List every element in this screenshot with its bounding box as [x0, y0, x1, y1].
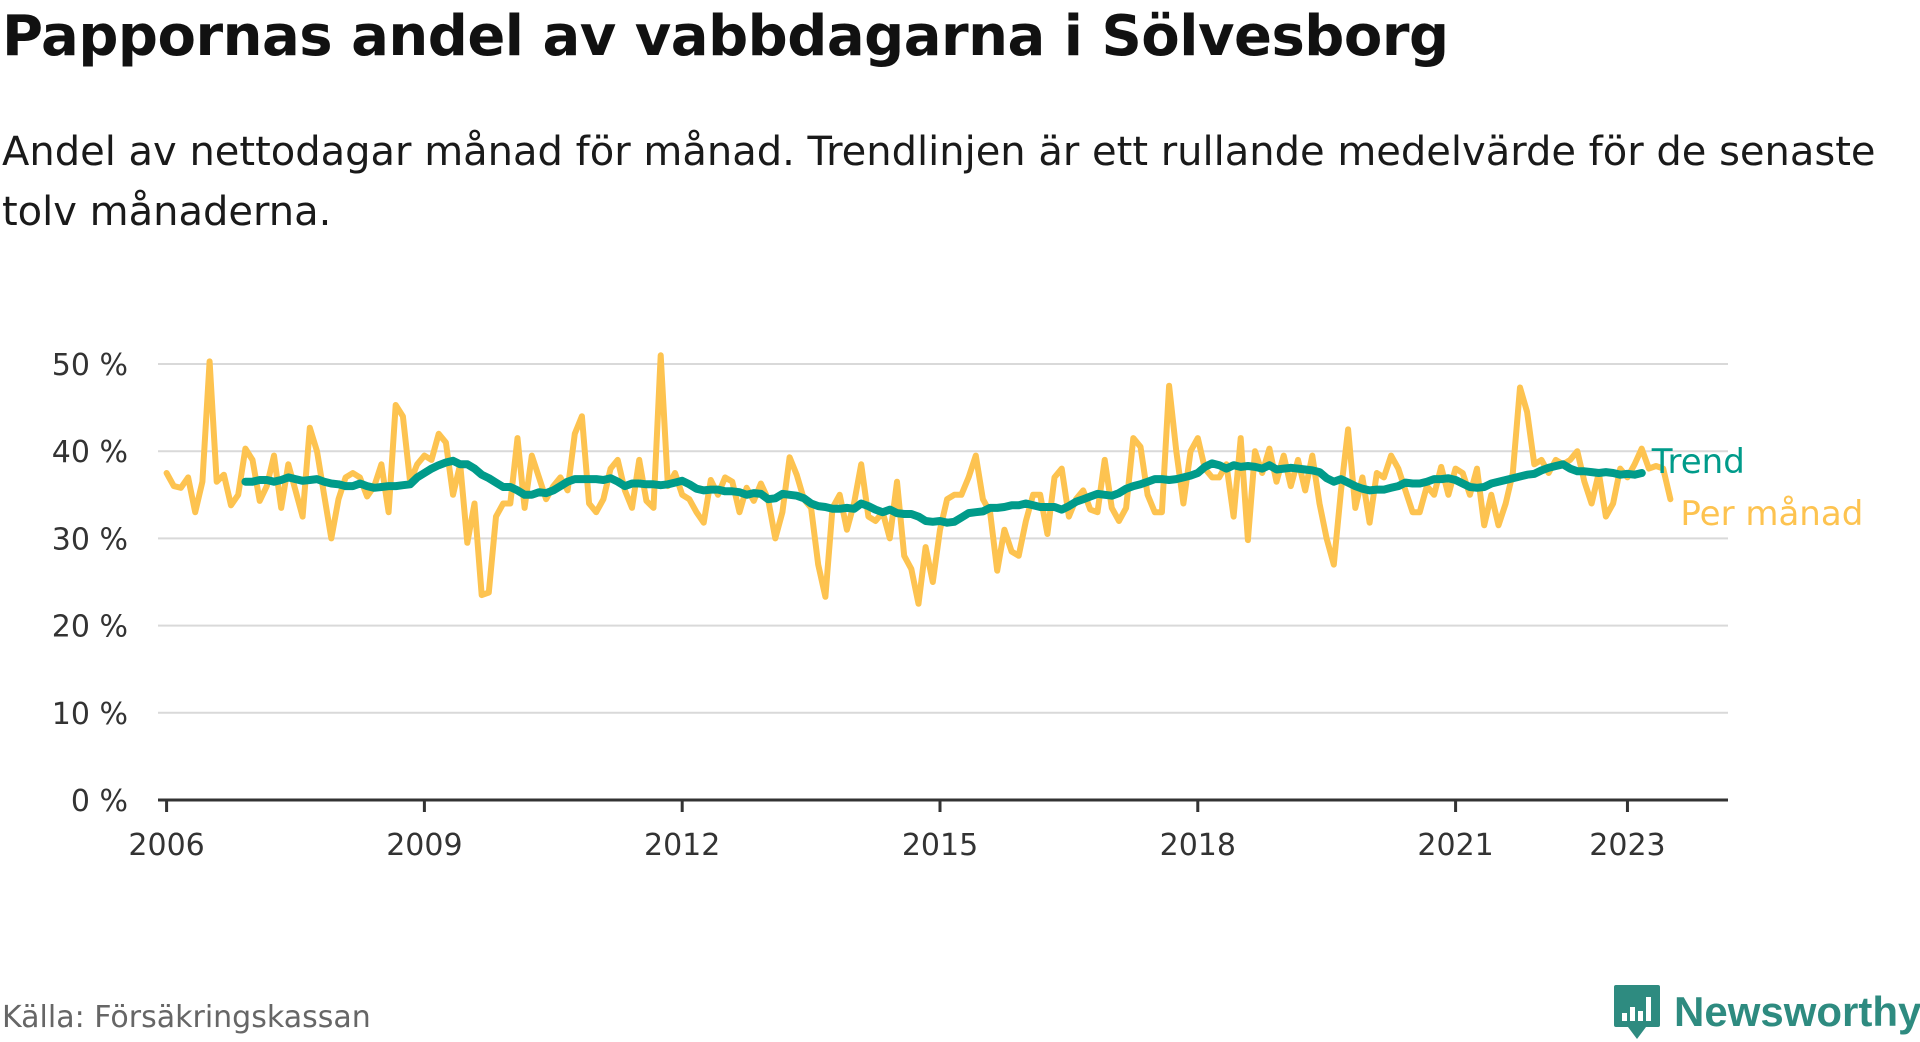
y-tick-label: 40 % [52, 435, 128, 470]
y-tick-label: 50 % [52, 348, 128, 383]
x-axis [158, 798, 1728, 812]
x-tick-label: 2009 [386, 828, 462, 863]
series-line-per-manad [163, 352, 1674, 607]
y-axis-labels: 0 % 10 % 20 % 30 % 40 % 50 % [52, 348, 128, 819]
series-label-trend: Trend [1651, 442, 1745, 482]
x-tick-label: 2012 [644, 828, 720, 863]
x-tick-label: 2015 [902, 828, 978, 863]
series-label-per-manad: Per månad [1680, 494, 1863, 534]
brand-name: Newsworthy [1674, 988, 1920, 1035]
chart-title: Pappornas andel av vabbdagarna i Sölvesb… [2, 4, 1449, 69]
series-line-trend [241, 456, 1646, 527]
y-tick-label: 20 % [52, 610, 128, 645]
series-labels: Per månad Trend [1651, 442, 1864, 534]
newsworthy-logo-icon [1614, 985, 1660, 1039]
chart-subtitle: Andel av nettodagar månad för månad. Tre… [2, 129, 1876, 235]
series-lines [163, 352, 1674, 607]
x-tick-label: 2006 [128, 828, 204, 863]
x-tick-label: 2021 [1417, 828, 1493, 863]
source-note: Källa: Försäkringskassan [2, 1000, 371, 1035]
x-tick-label: 2018 [1160, 828, 1236, 863]
y-tick-label: 0 % [71, 784, 128, 819]
brand-logo[interactable]: Newsworthy [1612, 982, 1920, 1042]
y-tick-label: 10 % [52, 697, 128, 732]
y-tick-label: 30 % [52, 522, 128, 557]
x-axis-labels: 2006 2009 2012 2015 2018 2021 2023 [128, 828, 1665, 863]
x-tick-label: 2023 [1589, 828, 1665, 863]
grid-lines [158, 363, 1728, 714]
